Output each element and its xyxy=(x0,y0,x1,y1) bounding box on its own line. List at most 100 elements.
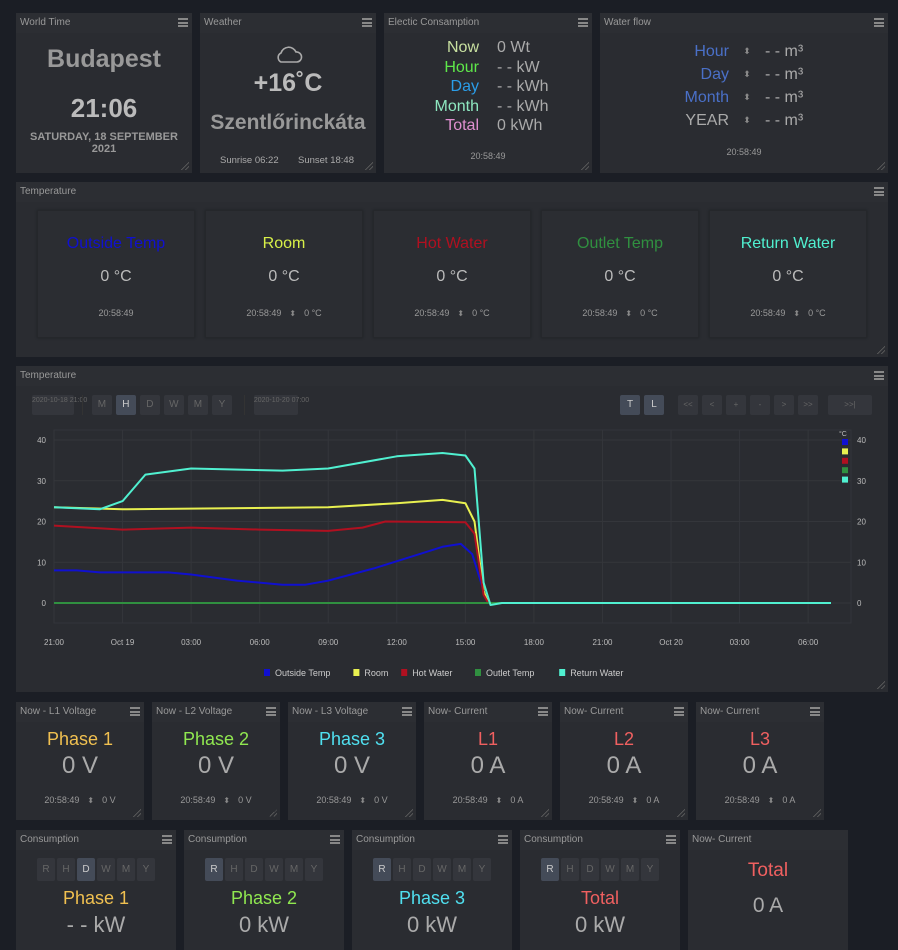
menu-icon[interactable] xyxy=(402,707,412,716)
period-button[interactable]: R xyxy=(541,858,559,881)
menu-icon[interactable] xyxy=(498,835,508,844)
resize-handle[interactable] xyxy=(405,809,413,817)
resize-handle[interactable] xyxy=(813,809,821,817)
legend-swatch xyxy=(353,669,360,676)
phase-label: Phase 1 xyxy=(46,729,114,749)
resize-handle[interactable] xyxy=(877,162,885,170)
phase-label: L3 xyxy=(749,729,771,749)
period-button[interactable]: M xyxy=(621,858,639,881)
phase-value: 0 V xyxy=(333,752,371,779)
mode-button[interactable]: T xyxy=(620,395,640,415)
period-button[interactable]: W xyxy=(433,858,451,881)
delta-value: 0 A xyxy=(510,795,524,805)
widget-title: Now- Current xyxy=(700,706,760,717)
resize-handle[interactable] xyxy=(677,809,685,817)
period-button[interactable]: M xyxy=(285,858,303,881)
temperature-line-chart: 0 0 10 10 20 20 30 30 40 40 21:00 Oct 19 03:00 06:00 0… xyxy=(37,429,866,678)
period-button[interactable]: W xyxy=(265,858,283,881)
period-button[interactable]: R xyxy=(37,858,55,881)
end-date-button[interactable]: 2020-10-20 07:00 xyxy=(253,395,309,415)
period-button[interactable]: M xyxy=(117,858,135,881)
period-button[interactable]: D xyxy=(77,858,95,881)
nav-button[interactable]: >>| xyxy=(828,395,872,415)
x-tick-label: 18:00 xyxy=(524,638,545,647)
resize-handle[interactable] xyxy=(541,809,549,817)
nav-button[interactable]: << xyxy=(678,395,698,415)
consumption-value: - - kW xyxy=(66,912,126,937)
period-button[interactable]: H xyxy=(57,858,75,881)
period-button[interactable]: R xyxy=(205,858,223,881)
start-date-button[interactable]: 2020-10-18 21:00 xyxy=(32,395,87,415)
period-button[interactable]: Y xyxy=(641,858,659,881)
row-value: - - kWh xyxy=(497,78,549,96)
menu-icon[interactable] xyxy=(874,187,884,196)
consumption-widget: Consumption R H D W M Y Total 0 kW xyxy=(520,830,680,950)
y-tick-label-right: 20 xyxy=(857,518,866,527)
resize-handle[interactable] xyxy=(877,346,885,354)
phase-label: Phase 3 xyxy=(398,888,466,908)
period-button[interactable]: H xyxy=(561,858,579,881)
phase-value: 0 A xyxy=(470,752,506,779)
menu-icon[interactable] xyxy=(178,18,188,27)
resize-handle[interactable] xyxy=(581,162,589,170)
resize-handle[interactable] xyxy=(133,809,141,817)
widget-title: Now- Current xyxy=(428,706,488,717)
nav-button[interactable]: - xyxy=(750,395,770,415)
menu-icon[interactable] xyxy=(578,18,588,27)
voltage-current-widget: Now- Current L1 0 A 20:58:49 ⬍ 0 A xyxy=(424,702,552,820)
series-line-hot-water xyxy=(53,520,831,604)
nav-button[interactable]: < xyxy=(702,395,722,415)
resize-handle[interactable] xyxy=(269,809,277,817)
row-label: YEAR xyxy=(685,112,729,129)
resize-handle[interactable] xyxy=(181,162,189,170)
row-label: Day xyxy=(450,78,479,96)
menu-icon[interactable] xyxy=(266,707,276,716)
period-button[interactable]: H xyxy=(115,395,136,415)
temp-delta: 0 °C xyxy=(640,308,658,318)
period-button[interactable]: Y xyxy=(473,858,491,881)
period-button[interactable]: Y xyxy=(305,858,323,881)
widget-title: Now - L3 Voltage xyxy=(292,706,369,717)
period-button[interactable]: W xyxy=(601,858,619,881)
period-button[interactable]: W xyxy=(163,395,184,415)
menu-icon[interactable] xyxy=(362,18,372,27)
period-button[interactable]: Y xyxy=(137,858,155,881)
menu-icon[interactable] xyxy=(810,707,820,716)
period-button[interactable]: M xyxy=(91,395,112,415)
menu-icon[interactable] xyxy=(130,707,140,716)
consumption-widget: Consumption R H D W M Y Phase 2 0 kW xyxy=(184,830,344,950)
world-time-widget: World Time Budapest 21:06 SATURDAY, 18 S… xyxy=(16,13,192,173)
period-button[interactable]: D xyxy=(245,858,263,881)
period-button[interactable]: W xyxy=(97,858,115,881)
nav-button[interactable]: >> xyxy=(798,395,818,415)
period-button[interactable]: M xyxy=(453,858,471,881)
period-button[interactable]: H xyxy=(393,858,411,881)
period-button[interactable]: D xyxy=(581,858,599,881)
period-button[interactable]: Y xyxy=(211,395,232,415)
period-button[interactable]: D xyxy=(139,395,160,415)
water-row: Hour ⬍ - - m³ xyxy=(600,40,888,63)
period-button[interactable]: D xyxy=(413,858,431,881)
menu-icon[interactable] xyxy=(330,835,340,844)
menu-icon[interactable] xyxy=(674,707,684,716)
menu-icon[interactable] xyxy=(666,835,676,844)
menu-icon[interactable] xyxy=(538,707,548,716)
nav-button[interactable]: > xyxy=(774,395,794,415)
temp-value: 0 °C xyxy=(604,268,636,285)
legend-label: Return Water xyxy=(570,668,623,678)
resize-handle[interactable] xyxy=(365,162,373,170)
legend-swatch xyxy=(559,669,566,676)
menu-icon[interactable] xyxy=(162,835,172,844)
consumption-value: 0 kW xyxy=(238,912,290,937)
period-button[interactable]: M xyxy=(187,395,208,415)
menu-icon[interactable] xyxy=(874,371,884,380)
period-button[interactable]: H xyxy=(225,858,243,881)
voltage-current-widget: Now- Current L3 0 A 20:58:49 ⬍ 0 A xyxy=(696,702,824,820)
resize-handle[interactable] xyxy=(877,681,885,689)
period-button[interactable]: R xyxy=(373,858,391,881)
mode-button[interactable]: L xyxy=(644,395,664,415)
nav-button[interactable]: + xyxy=(726,395,746,415)
update-time: 20:58:49 xyxy=(588,795,624,805)
menu-icon[interactable] xyxy=(874,18,884,27)
